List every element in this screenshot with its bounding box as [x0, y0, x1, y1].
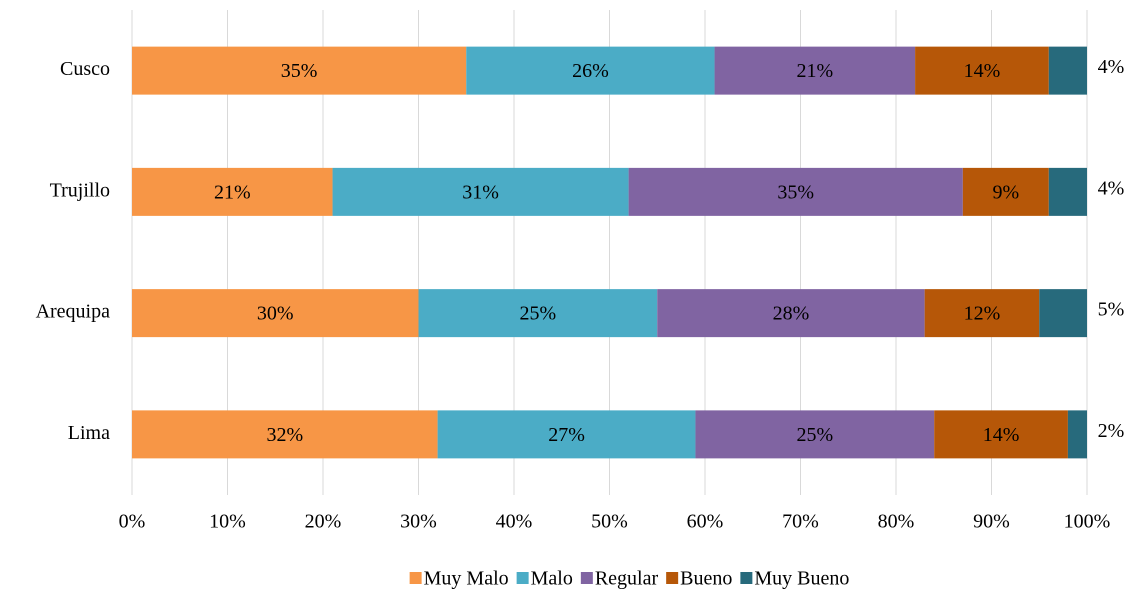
data-label: 32%	[266, 424, 303, 446]
y-tick-label: Trujillo	[50, 179, 110, 201]
legend-swatch	[580, 572, 593, 584]
bar-segment	[437, 410, 696, 459]
data-label: 12%	[964, 303, 1001, 325]
data-label: 35%	[777, 181, 814, 203]
data-label: 30%	[257, 303, 294, 325]
legend-label: Regular	[595, 568, 659, 590]
x-tick-label: 90%	[973, 511, 1010, 533]
data-label: 14%	[983, 424, 1020, 446]
x-tick-label: 10%	[209, 511, 246, 533]
data-label: 4%	[1098, 177, 1125, 199]
bar-segment	[1039, 289, 1087, 338]
data-label: 26%	[572, 60, 609, 82]
legend-swatch	[666, 572, 679, 584]
legend-swatch	[740, 572, 753, 584]
data-label: 9%	[992, 181, 1019, 203]
x-tick-label: 0%	[119, 511, 146, 533]
legend-label: Bueno	[680, 568, 732, 590]
x-tick-label: 20%	[305, 511, 342, 533]
bar-segment	[657, 289, 925, 338]
bar-segment	[714, 46, 916, 95]
x-tick-label: 100%	[1064, 511, 1111, 533]
bar-segment	[962, 167, 1049, 216]
data-label: 5%	[1098, 299, 1125, 321]
legend-swatch	[409, 572, 422, 584]
bar-segment	[1067, 410, 1087, 459]
bar-segment	[695, 410, 935, 459]
data-label: 25%	[796, 424, 833, 446]
bar-segment	[934, 410, 1068, 459]
bar-segment	[466, 46, 715, 95]
x-tick-label: 50%	[591, 511, 628, 533]
bar-segment	[132, 167, 333, 216]
data-label: 28%	[773, 303, 810, 325]
x-tick-label: 30%	[400, 511, 437, 533]
x-tick-label: 60%	[687, 511, 724, 533]
data-label: 35%	[281, 60, 318, 82]
legend-label: Muy Malo	[424, 568, 509, 590]
bar-segment	[332, 167, 629, 216]
y-tick-label: Arequipa	[36, 301, 111, 323]
bar-segment	[132, 410, 438, 459]
data-label: 25%	[520, 303, 557, 325]
x-tick-label: 80%	[878, 511, 915, 533]
y-tick-label: Cusco	[60, 58, 110, 80]
data-label: 14%	[964, 60, 1001, 82]
bar-segment	[132, 46, 467, 95]
bar-segment	[1048, 46, 1087, 95]
legend-label: Muy Bueno	[754, 568, 849, 590]
data-label: 2%	[1098, 420, 1125, 442]
data-label: 27%	[548, 424, 585, 446]
legend-swatch	[516, 572, 529, 584]
bar-segment	[132, 289, 419, 338]
data-label: 31%	[462, 181, 499, 203]
bar-segment	[418, 289, 658, 338]
bar-segment	[924, 289, 1040, 338]
data-label: 21%	[796, 60, 833, 82]
legend-label: Malo	[531, 568, 573, 590]
data-label: 4%	[1098, 56, 1125, 78]
bar-segment	[915, 46, 1049, 95]
data-label: 21%	[214, 181, 251, 203]
y-tick-label: Lima	[68, 422, 110, 444]
x-tick-label: 40%	[496, 511, 533, 533]
x-tick-label: 70%	[782, 511, 819, 533]
bar-segment	[628, 167, 963, 216]
bar-segment	[1048, 167, 1087, 216]
